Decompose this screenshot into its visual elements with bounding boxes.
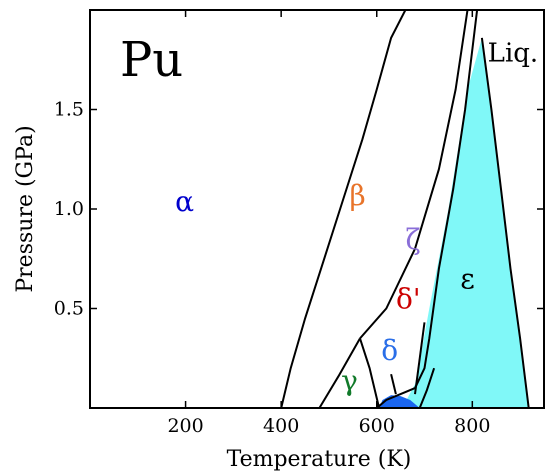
- boundary-gamma-delta: [359, 338, 381, 408]
- phase-label-alpha: α: [175, 185, 194, 218]
- region-epsilon: [405, 37, 529, 408]
- boundary-delta-tick: [390, 373, 397, 395]
- y-axis-title: Pressure (GPa): [13, 125, 38, 292]
- phase-label-delta-prime: δ': [396, 283, 421, 316]
- x-axis-title: Temperature (K): [227, 447, 412, 472]
- boundary-alpha-beta: [280, 10, 407, 408]
- boundary-beta-gamma: [318, 337, 361, 408]
- boundary-zeta-delta-prime: [376, 10, 479, 408]
- y-axis-ticks: 0.5 1.0 1.5: [54, 99, 544, 320]
- y-tick-label: 1.0: [54, 198, 84, 220]
- y-tick-label: 0.5: [54, 298, 84, 320]
- chart-title: Pu: [120, 32, 183, 88]
- phase-label-delta: δ: [381, 334, 398, 367]
- x-tick-label: 600: [359, 415, 395, 437]
- x-axis-ticks: 200 400 600 800: [167, 10, 490, 437]
- boundary-delta-prime-tick: [414, 322, 426, 395]
- phase-boundaries: [280, 10, 530, 408]
- y-tick-label: 1.5: [54, 99, 84, 121]
- phase-label-beta: β: [350, 179, 366, 212]
- x-tick-label: 400: [263, 415, 299, 437]
- boundary-epsilon-liquid: [480, 37, 530, 408]
- phase-label-zeta: ζ: [405, 223, 420, 256]
- phase-label-epsilon: ε: [460, 263, 475, 296]
- boundary-delta-prime-line: [418, 367, 436, 408]
- x-tick-label: 200: [167, 415, 203, 437]
- x-tick-label: 800: [454, 415, 490, 437]
- phase-labels: α β γδ δ' ζ ε Liq.: [175, 39, 538, 397]
- phase-label-liquid: Liq.: [488, 39, 539, 69]
- boundary-beta-zeta: [359, 10, 469, 340]
- phase-label-gamma: γ: [341, 364, 358, 397]
